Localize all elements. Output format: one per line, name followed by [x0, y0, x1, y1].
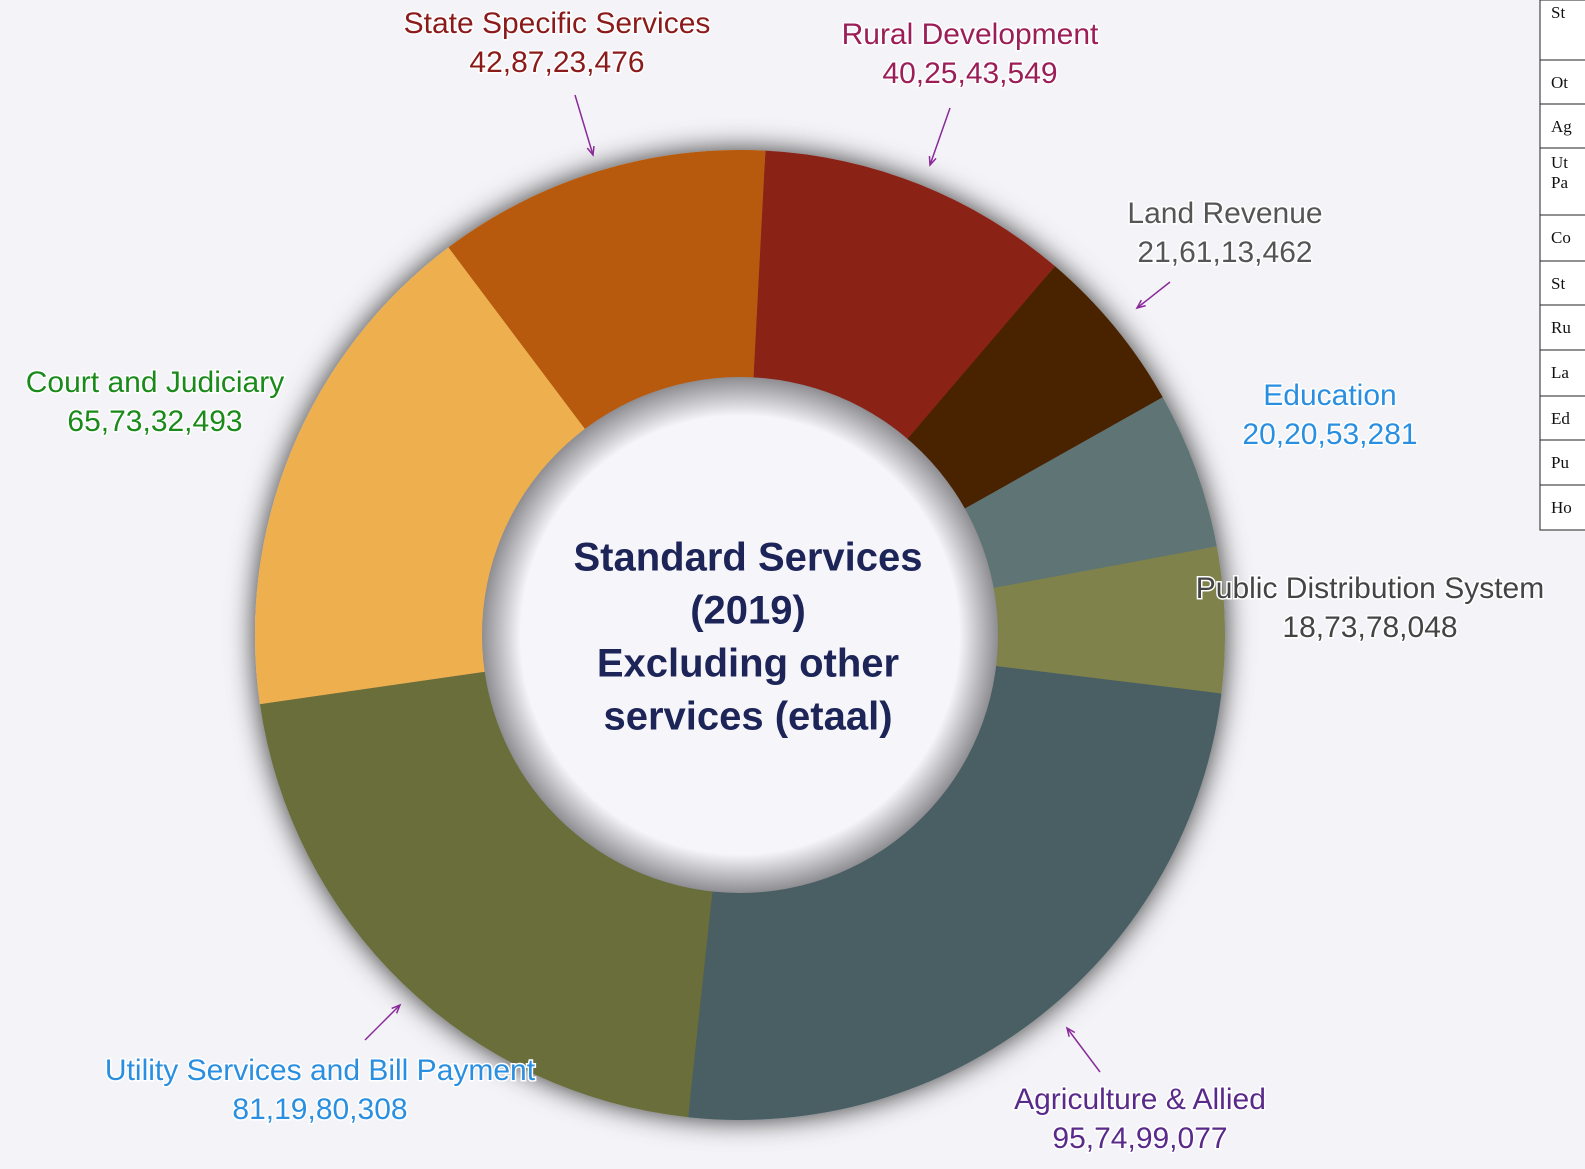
value-label: 42,87,23,476	[469, 46, 644, 79]
slice-label: Agriculture & Allied	[1014, 1083, 1266, 1116]
center-text: Standard Services (2019) Excluding other se…	[573, 536, 922, 739]
table-cell: Ho	[1551, 498, 1572, 517]
center-line: (2019)	[690, 589, 806, 633]
value-label: 81,19,80,308	[232, 1093, 407, 1126]
slice	[753, 150, 1056, 445]
center-line: Excluding other	[597, 642, 899, 686]
value-label: 21,61,13,462	[1137, 236, 1312, 269]
leader-arrow	[928, 155, 937, 167]
value-label: 18,73,78,048	[1282, 611, 1457, 644]
leader-line	[574, 94, 594, 156]
table-bg	[1539, 0, 1585, 531]
table-cell: Pu	[1551, 453, 1569, 472]
slice	[688, 665, 1222, 1121]
donut-hole	[482, 377, 998, 893]
slice-label: Land Revenue	[1127, 197, 1322, 230]
donut	[255, 149, 1225, 1121]
slice-label: Utility Services and Bill Payment	[105, 1054, 536, 1087]
slice	[259, 670, 714, 1118]
center-line: services (etaal)	[603, 695, 892, 739]
value-label: 95,74,99,077	[1052, 1122, 1227, 1155]
value-label: 65,73,32,493	[67, 405, 242, 438]
table-cell: La	[1551, 363, 1569, 382]
table-cell: Ut	[1551, 153, 1568, 172]
slice	[448, 149, 766, 436]
leader-arrow	[1135, 299, 1146, 310]
table-cell: St	[1551, 274, 1565, 293]
slice	[957, 397, 1217, 590]
slice-label: State Specific Services	[404, 7, 711, 40]
table-cell: Ed	[1551, 409, 1570, 428]
table-cell: Co	[1551, 228, 1571, 247]
value-label: 40,25,43,549	[882, 57, 1057, 90]
leader-line	[929, 107, 951, 166]
table-cell: St	[1551, 3, 1565, 22]
labels: Rural Development 40,25,43,549 Land Revenu…	[24, 5, 1545, 1156]
slice-label: Education	[1263, 379, 1396, 412]
table-cell: Ru	[1551, 318, 1571, 337]
table-cell: Ag	[1551, 117, 1572, 136]
leader-arrow	[1065, 1026, 1076, 1037]
table-cell: Ot	[1551, 73, 1568, 92]
leader-line	[364, 1004, 401, 1041]
table-cell: Pa	[1551, 173, 1568, 192]
slice-label: Court and Judiciary	[26, 366, 284, 399]
center-line: Standard Services	[573, 536, 922, 580]
slice	[985, 546, 1225, 694]
slice-label: Public Distribution System	[1196, 572, 1544, 605]
leader-arrow	[391, 1003, 402, 1014]
leader-line	[1066, 1027, 1101, 1073]
slice	[902, 266, 1163, 513]
leader-line	[1136, 281, 1171, 309]
leader-arrow	[586, 145, 595, 157]
slice-label: Rural Development	[842, 18, 1099, 51]
value-label: 20,20,53,281	[1242, 418, 1417, 451]
slice	[255, 247, 590, 705]
